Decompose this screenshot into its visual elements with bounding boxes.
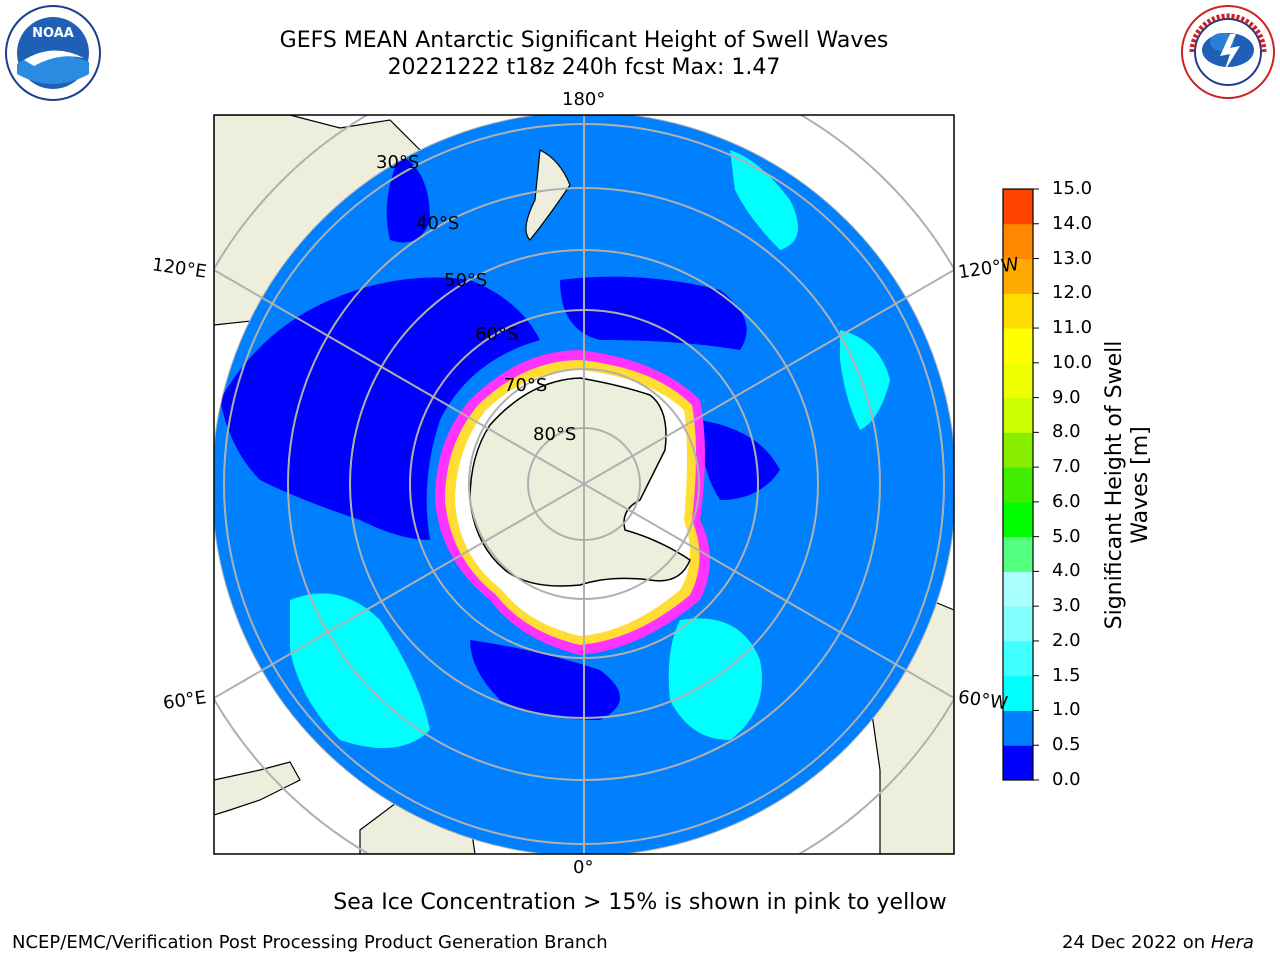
colorbar-segment <box>1003 432 1033 468</box>
colorbar-segment <box>1003 362 1033 399</box>
chart-subtitle: 20221222 t18z 240h fcst Max: 1.47 <box>387 55 781 80</box>
colorbar-segment <box>1003 501 1033 538</box>
colorbar-segment <box>1003 536 1033 572</box>
swell-low-pacific <box>560 276 747 350</box>
map-frame <box>213 114 955 855</box>
colorbar-tick-label: 10.0 <box>1052 351 1093 373</box>
colorbar-segment <box>1003 328 1033 364</box>
lat-label-40s: 40°S <box>416 213 460 234</box>
colorbar-segment <box>1003 258 1033 294</box>
swell-high-southeast <box>668 618 762 740</box>
colorbar-frame <box>1002 188 1034 781</box>
chart-title: GEFS MEAN Antarctic Significant Height o… <box>279 28 889 53</box>
colorbar-segment <box>1003 745 1033 781</box>
colorbar-segment <box>1003 397 1033 433</box>
branch-credit: NCEP/EMC/Verification Post Processing Pr… <box>12 932 608 953</box>
graticule <box>214 115 954 854</box>
colorbar-segment <box>1003 606 1033 642</box>
colorbar-tick-label: 6.0 <box>1052 490 1081 512</box>
colorbar-tick-label: 0.0 <box>1052 769 1081 790</box>
colorbar-tick-label: 9.0 <box>1052 386 1081 408</box>
run-date: 24 Dec 2022 on Hera <box>1062 932 1254 953</box>
new-zealand-land <box>525 149 571 241</box>
noaa-logo-text: NOAA <box>32 26 74 41</box>
lat-label-60s: 60°S <box>475 324 519 345</box>
colorbar-tick-label: 3.0 <box>1052 595 1081 617</box>
lon-label-0: 0° <box>573 857 594 878</box>
colorbar-tick-label: 1.0 <box>1052 699 1081 721</box>
swell-low-east <box>700 420 780 500</box>
lat-label-80s: 80°S <box>533 424 577 445</box>
nws-logo <box>1181 5 1275 99</box>
lon-label-180: 180° <box>562 89 606 110</box>
noaa-logo: NOAA <box>5 5 101 101</box>
colorbar-tick-label: 0.5 <box>1052 734 1081 756</box>
swell-high-north <box>730 150 798 250</box>
colorbar-tick-label: 12.0 <box>1052 282 1093 304</box>
colorbar-tick-label: 13.0 <box>1052 247 1093 269</box>
run-date-text: 24 Dec 2022 on <box>1062 932 1211 953</box>
colorbar-tick-label: 11.0 <box>1052 317 1093 339</box>
sea-ice-note: Sea Ice Concentration > 15% is shown in … <box>333 890 947 915</box>
lat-label-70s: 70°S <box>504 375 548 396</box>
colorbar-segment <box>1003 640 1033 677</box>
colorbar-tick-label: 1.5 <box>1052 664 1081 686</box>
colorbar-tick-label: 7.0 <box>1052 456 1081 478</box>
colorbar-segment <box>1003 467 1033 503</box>
colorbar-segment <box>1003 571 1033 607</box>
colorbar-tick-label: 4.0 <box>1052 560 1081 582</box>
colorbar-segment <box>1003 710 1033 746</box>
colorbar-tick-label: 14.0 <box>1052 212 1093 234</box>
colorbar-tick-label: 2.0 <box>1052 629 1081 651</box>
lat-label-30s: 30°S <box>376 152 420 173</box>
machine-name: Hera <box>1210 932 1254 953</box>
colorbar-tick-label: 15.0 <box>1052 178 1093 199</box>
colorbar-label: Significant Height of Swell Waves [m] <box>1102 340 1153 630</box>
swell-low-south <box>470 640 620 720</box>
colorbar-segment <box>1003 675 1033 711</box>
colorbar-segment <box>1003 189 1033 225</box>
colorbar <box>1003 188 1039 781</box>
colorbar-segment <box>1003 293 1033 329</box>
swell-low-indian <box>220 277 540 540</box>
lat-label-50s: 50°S <box>444 270 488 291</box>
colorbar-tick-label: 8.0 <box>1052 421 1081 443</box>
swell-high-atlantic <box>290 593 430 748</box>
colorbar-tick-label: 5.0 <box>1052 525 1081 547</box>
colorbar-segment <box>1003 223 1033 260</box>
